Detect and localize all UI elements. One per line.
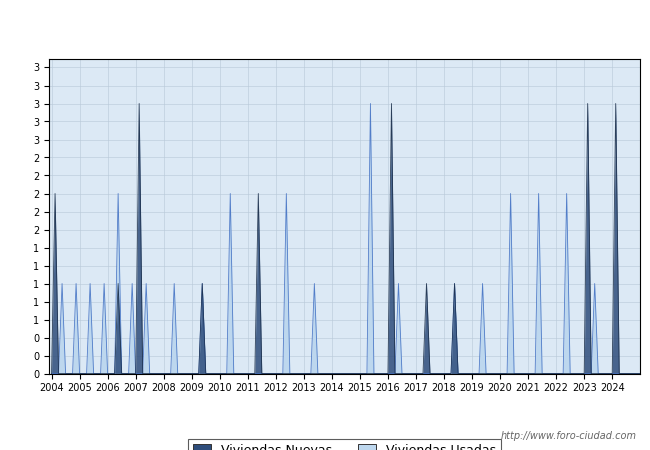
Text: http://www.foro-ciudad.com: http://www.foro-ciudad.com (501, 431, 637, 441)
Text: Caminomorisco - Evolucion del Nº de Transacciones Inmobiliarias: Caminomorisco - Evolucion del Nº de Tran… (86, 17, 564, 32)
Legend: Viviendas Nuevas, Viviendas Usadas: Viviendas Nuevas, Viviendas Usadas (188, 439, 501, 450)
